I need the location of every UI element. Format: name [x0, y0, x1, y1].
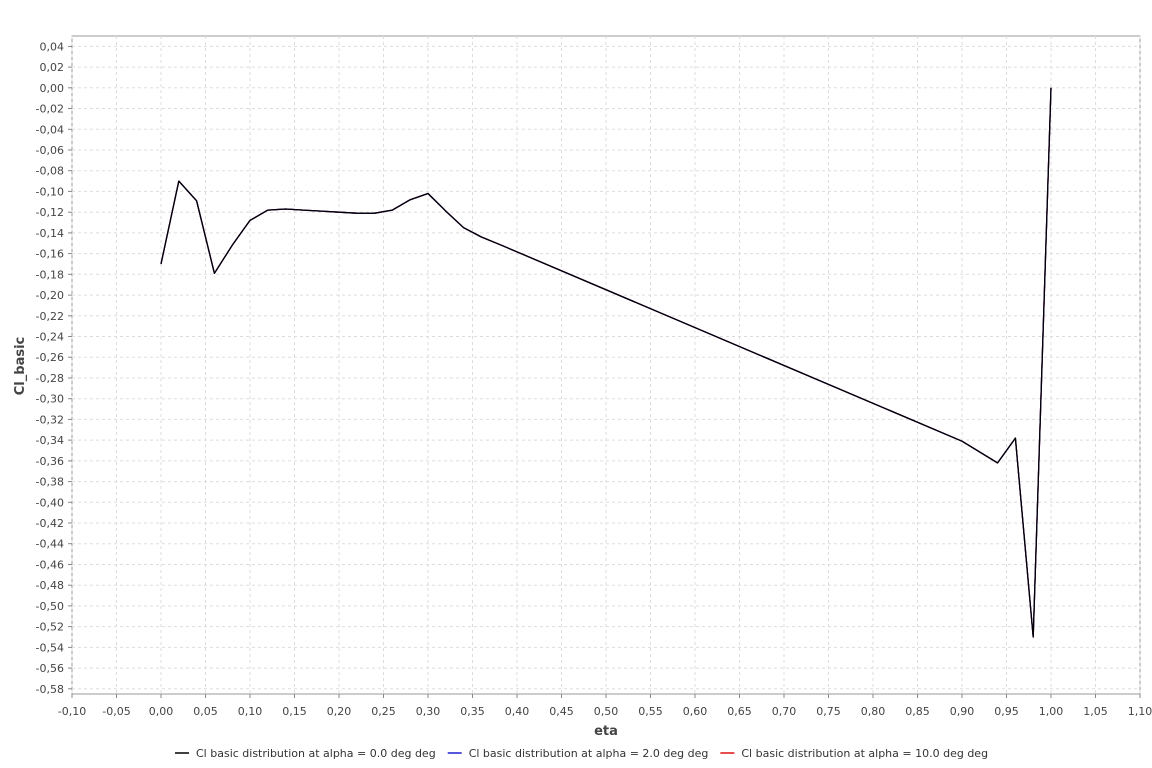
- x-tick-label: 0,30: [416, 705, 441, 718]
- y-tick-label: 0,00: [40, 82, 65, 95]
- y-tick-label: -0,42: [36, 517, 64, 530]
- x-tick-label: 0,55: [638, 705, 663, 718]
- x-tick-label: -0,10: [58, 705, 86, 718]
- y-tick-label: -0,08: [36, 165, 64, 178]
- x-tick-label: 0,75: [816, 705, 841, 718]
- legend-label: Cl basic distribution at alpha = 10.0 de…: [741, 747, 988, 760]
- series-lines: [160, 87, 1052, 638]
- y-tick-label: -0,38: [36, 476, 64, 489]
- y-tick-label: -0,28: [36, 372, 64, 385]
- y-tick-label: -0,36: [36, 455, 64, 468]
- x-tick-label: 0,90: [950, 705, 975, 718]
- x-tick-label: 0,15: [282, 705, 307, 718]
- x-tick-label: 0,70: [772, 705, 797, 718]
- y-tick-label: -0,06: [36, 144, 64, 157]
- y-tick-label: -0,52: [36, 621, 64, 634]
- x-tick-label: 0,05: [193, 705, 218, 718]
- y-tick-label: -0,48: [36, 579, 64, 592]
- x-tick-label: 0,10: [238, 705, 263, 718]
- y-tick-label: -0,50: [36, 600, 64, 613]
- legend-label: Cl basic distribution at alpha = 0.0 deg…: [196, 747, 436, 760]
- y-tick-label: -0,56: [36, 662, 64, 675]
- y-tick-label: -0,40: [36, 496, 64, 509]
- y-tick-label: -0,10: [36, 185, 64, 198]
- x-axis-title: eta: [594, 724, 618, 739]
- y-tick-label: 0,04: [40, 40, 65, 53]
- x-tick-label: 0,00: [149, 705, 174, 718]
- legend-item: Cl basic distribution at alpha = 0.0 deg…: [175, 747, 436, 760]
- y-tick-label: -0,44: [36, 538, 64, 551]
- x-tick-label: 1,05: [1083, 705, 1108, 718]
- legend-item: Cl basic distribution at alpha = 2.0 deg…: [447, 747, 709, 760]
- y-tick-label: -0,46: [36, 559, 64, 572]
- legend-item: Cl basic distribution at alpha = 10.0 de…: [720, 747, 988, 760]
- y-tick-label: -0,14: [36, 227, 64, 240]
- x-tick-label: 0,50: [594, 705, 619, 718]
- series-line-0: [160, 87, 1052, 638]
- legend: Cl basic distribution at alpha = 0.0 deg…: [175, 747, 988, 760]
- x-axis-ticks: -0,10 -0,05 0,00 0,05 0,10 0,15 0,20 0,25 0,30 0,…: [58, 694, 1152, 718]
- y-tick-label: -0,04: [36, 123, 64, 136]
- y-tick-label: 0,02: [40, 61, 65, 74]
- x-tick-label: 0,40: [505, 705, 530, 718]
- y-tick-label: -0,30: [36, 393, 64, 406]
- y-tick-label: -0,58: [36, 683, 64, 696]
- y-tick-label: -0,22: [36, 310, 64, 323]
- y-tick-label: -0,54: [36, 641, 64, 654]
- x-tick-label: 0,60: [683, 705, 708, 718]
- x-tick-label: 1,00: [1039, 705, 1064, 718]
- x-tick-label: 0,85: [905, 705, 930, 718]
- x-tick-label: 0,25: [371, 705, 396, 718]
- y-tick-label: -0,24: [36, 331, 64, 344]
- x-tick-label: -0,05: [102, 705, 130, 718]
- x-tick-label: 0,35: [460, 705, 485, 718]
- x-tick-label: 1,10: [1128, 705, 1152, 718]
- y-tick-label: -0,32: [36, 413, 64, 426]
- y-tick-label: -0,02: [36, 103, 64, 116]
- y-tick-label: -0,12: [36, 206, 64, 219]
- y-tick-label: -0,20: [36, 289, 64, 302]
- y-tick-label: -0,34: [36, 434, 64, 447]
- x-tick-label: 0,20: [327, 705, 352, 718]
- x-tick-label: 0,95: [994, 705, 1019, 718]
- x-tick-label: 0,45: [549, 705, 574, 718]
- y-tick-label: -0,26: [36, 351, 64, 364]
- grid-lines: [71, 36, 1141, 694]
- legend-label: Cl basic distribution at alpha = 2.0 deg…: [469, 747, 709, 760]
- x-tick-label: 0,80: [861, 705, 886, 718]
- x-tick-label: 0,65: [727, 705, 752, 718]
- y-tick-label: -0,18: [36, 268, 64, 281]
- y-axis-ticks: 0,04 0,02 0,00 -0,02 -0,04 -0,06 -0,08 -0,10 -0,…: [36, 40, 72, 696]
- y-axis-title: Cl_basic: [13, 337, 28, 395]
- y-tick-label: -0,16: [36, 248, 64, 261]
